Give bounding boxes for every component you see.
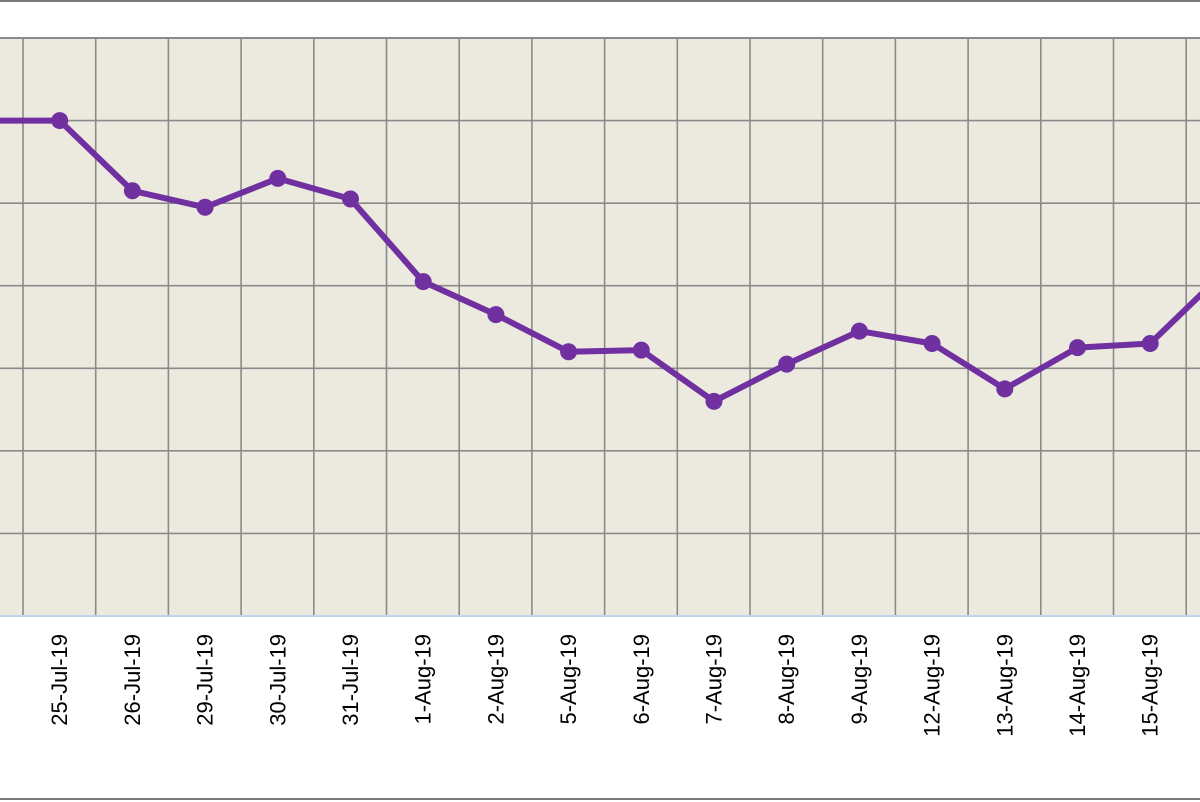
data-point (414, 273, 432, 291)
data-point (487, 306, 505, 324)
plot-area (0, 38, 1200, 616)
data-point (705, 392, 723, 410)
data-point (1069, 339, 1086, 357)
x-tick-label: 7-Aug-19 (702, 634, 727, 725)
x-tick-label: 9-Aug-19 (847, 634, 872, 725)
x-tick-label: 14-Aug-19 (1065, 634, 1090, 737)
data-point (123, 182, 141, 200)
data-point (1141, 335, 1159, 353)
x-tick-label: 26-Jul-19 (120, 634, 145, 726)
x-tick-labels: 24-Jul-1925-Jul-1926-Jul-1929-Jul-1930-J… (47, 634, 1163, 737)
data-point (996, 380, 1014, 398)
x-tick-label: 2-Aug-19 (483, 634, 508, 725)
x-tick-label: 8-Aug-19 (774, 634, 799, 725)
x-tick-label: 31-Jul-19 (338, 634, 363, 726)
data-point (778, 355, 796, 373)
data-point (196, 198, 214, 216)
x-tick-label: 15-Aug-19 (1138, 634, 1163, 737)
data-point (632, 341, 650, 359)
data-point (560, 343, 578, 361)
data-point (342, 190, 359, 208)
series-group (0, 112, 1200, 410)
x-tick-label: 1-Aug-19 (411, 634, 436, 725)
data-point (269, 169, 287, 187)
vertical-gridlines (22, 38, 1187, 616)
x-tick-label: 13-Aug-19 (992, 634, 1017, 737)
x-tick-label: 12-Aug-19 (920, 634, 945, 737)
data-point (850, 322, 868, 340)
x-tick-label: 29-Jul-19 (193, 634, 218, 726)
series-line (0, 117, 1200, 405)
data-point (923, 335, 941, 353)
x-tick-label: 5-Aug-19 (556, 634, 581, 725)
x-tick-label: 30-Jul-19 (265, 634, 290, 726)
data-point (51, 112, 69, 130)
x-tick-label: 6-Aug-19 (629, 634, 654, 725)
x-tick-label: 25-Jul-19 (47, 634, 72, 726)
